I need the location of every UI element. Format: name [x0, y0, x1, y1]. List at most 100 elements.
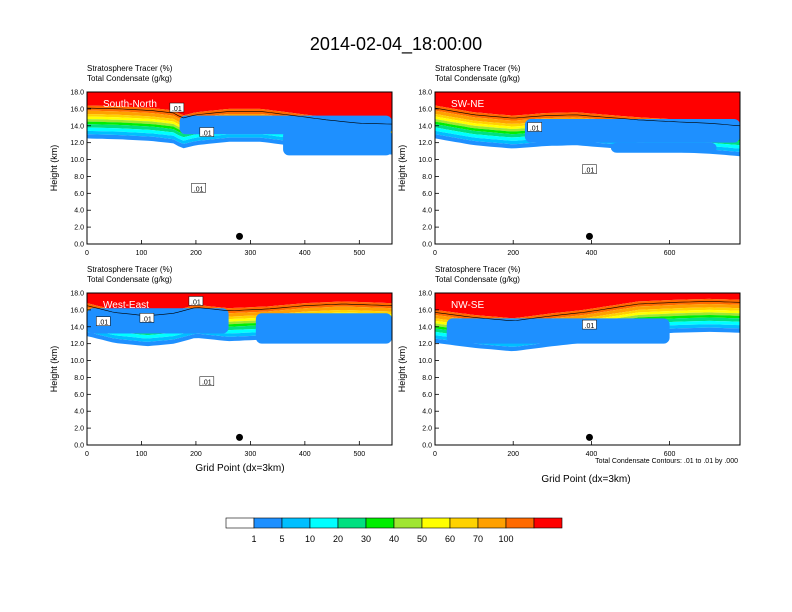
- location-marker: [585, 433, 593, 441]
- colorbar-label: 60: [445, 534, 455, 544]
- y-tick-label: 14.0: [70, 324, 84, 331]
- colorbar-label: 20: [333, 534, 343, 544]
- x-tick-label: 500: [353, 250, 365, 257]
- contour-label: .01: [188, 296, 204, 306]
- anvil-region-1: [610, 142, 717, 153]
- y-tick-label: 2.0: [422, 225, 432, 232]
- condensate-contour: [435, 301, 740, 322]
- contour-label: .01: [527, 122, 542, 132]
- field-label: Total Condensate (g/kg): [87, 275, 172, 284]
- x-tick-label: 0: [433, 451, 437, 458]
- y-tick-label: 16.0: [418, 307, 432, 314]
- tracer-band-0: [87, 92, 392, 122]
- y-tick-label: 2.0: [422, 426, 432, 433]
- svg-text:.01: .01: [98, 320, 108, 327]
- contour-label: .01: [582, 319, 597, 330]
- svg-text:.01: .01: [142, 316, 152, 323]
- location-marker: [236, 232, 243, 240]
- condensate-contour: [87, 107, 392, 125]
- colorbar-label: 100: [498, 534, 513, 544]
- y-tick-label: 12.0: [418, 140, 432, 147]
- y-tick-label: 6.0: [74, 392, 84, 399]
- svg-text:.01: .01: [191, 299, 201, 306]
- y-tick-label: 14.0: [418, 324, 432, 331]
- x-tick-label: 400: [586, 451, 598, 458]
- anvil-region-0: [524, 119, 740, 143]
- colorbar-swatch: [337, 517, 367, 529]
- tracer-band-6: [87, 121, 392, 141]
- y-tick-label: 16.0: [418, 106, 432, 113]
- x-axis-label-right: Grid Point (dx=3km): [541, 474, 630, 485]
- x-tick-label: 300: [245, 250, 257, 257]
- field-label: Stratosphere Tracer (%): [87, 265, 173, 274]
- contour-note: Total Condensate Contours: .01 to .01 by…: [595, 458, 738, 465]
- y-tick-label: 18.0: [418, 90, 432, 97]
- y-tick-label: 0.0: [422, 242, 432, 249]
- contour-label: .01: [199, 127, 215, 138]
- colorbar-swatch: [225, 517, 255, 529]
- y-tick-label: 18.0: [418, 291, 432, 298]
- panel-sw-ne: .01 .01 SW-NE Stratosphere Tracer (%)Total …: [397, 64, 741, 257]
- anvil-region-0: [87, 308, 229, 334]
- plot-frame: [86, 292, 393, 446]
- y-tick-label: 16.0: [70, 106, 84, 113]
- y-tick-label: 2.0: [74, 225, 84, 232]
- colorbar-swatch: [309, 517, 339, 529]
- y-tick-label: 4.0: [74, 208, 84, 215]
- plot-area: .01 .01: [435, 92, 740, 244]
- contour-label: .01: [582, 164, 597, 175]
- tracer-band-9: [87, 130, 392, 151]
- field-label: Stratosphere Tracer (%): [435, 64, 521, 73]
- colorbar-label: 70: [473, 534, 483, 544]
- y-tick-label: 12.0: [418, 341, 432, 348]
- anvil-region-0: [179, 115, 392, 135]
- y-tick-label: 8.0: [422, 375, 432, 382]
- svg-text:.01: .01: [172, 106, 182, 113]
- x-tick-label: 200: [507, 451, 519, 458]
- contour-label: .01: [169, 102, 185, 113]
- colorbar-label: 50: [417, 534, 427, 544]
- colorbar-label: 10: [305, 534, 315, 544]
- svg-text:.01: .01: [530, 125, 540, 132]
- tracer-band-8: [87, 127, 392, 147]
- x-tick-label: 100: [136, 250, 148, 257]
- x-tick-label: 100: [136, 451, 148, 458]
- colorbar-swatch: [505, 517, 535, 529]
- colorbar-swatch: [365, 517, 395, 529]
- x-tick-label: 0: [85, 451, 89, 458]
- tracer-band-2: [435, 304, 740, 327]
- y-tick-label: 8.0: [74, 174, 84, 181]
- tracer-band-1: [87, 105, 392, 127]
- tracer-band-1: [435, 298, 740, 324]
- y-axis-label: Height (km): [397, 346, 407, 393]
- panel-nw-se: .01 NW-SE Stratosphere Tracer (%)Total Con…: [397, 265, 741, 458]
- y-tick-label: 4.0: [422, 208, 432, 215]
- colorbar-label: 1: [251, 534, 256, 544]
- tracer-band-3: [87, 114, 392, 133]
- y-tick-label: 14.0: [70, 123, 84, 130]
- y-tick-label: 0.0: [74, 443, 84, 450]
- svg-text:.01: .01: [194, 186, 204, 193]
- x-tick-label: 200: [507, 250, 519, 257]
- tracer-band-7: [87, 124, 392, 144]
- panel-south-north: .01 .01 .01 South-North Stratosphere Tracer …: [49, 64, 393, 257]
- field-label: Total Condensate (g/kg): [435, 74, 520, 83]
- svg-text:.01: .01: [202, 131, 212, 138]
- plot-area: .01: [435, 293, 740, 445]
- anvil-region-1: [255, 313, 392, 344]
- y-tick-label: 6.0: [422, 392, 432, 399]
- y-tick-label: 4.0: [422, 409, 432, 416]
- svg-text:.01: .01: [585, 323, 595, 330]
- tracer-band-3: [435, 307, 740, 330]
- colorbar-swatch: [281, 517, 311, 529]
- tracer-band-0: [435, 293, 740, 319]
- x-tick-label: 600: [664, 451, 676, 458]
- y-tick-label: 8.0: [422, 174, 432, 181]
- y-tick-label: 10.0: [418, 157, 432, 164]
- field-label: Total Condensate (g/kg): [87, 74, 172, 83]
- y-tick-label: 6.0: [74, 191, 84, 198]
- figure-title: 2014-02-04_18:00:00: [310, 34, 482, 55]
- panel-name: NW-SE: [451, 300, 484, 311]
- x-axis-label-left: Grid Point (dx=3km): [195, 463, 284, 474]
